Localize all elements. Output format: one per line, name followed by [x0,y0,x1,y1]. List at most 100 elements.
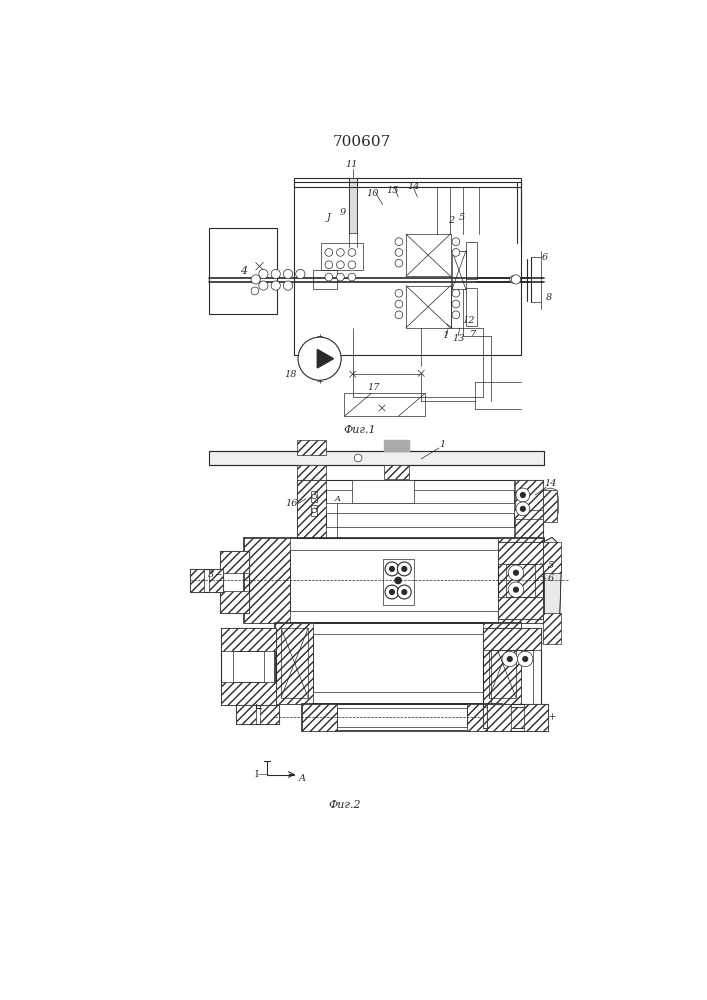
Bar [356,482,409,501]
Bar [296,465,326,480]
Text: A: A [335,495,341,503]
Text: 10: 10 [366,189,379,198]
Circle shape [296,269,305,279]
Bar [244,538,291,623]
Circle shape [513,587,519,593]
Bar [515,480,543,510]
Bar [259,705,279,724]
Bar [506,564,535,597]
Bar [337,708,467,727]
Circle shape [385,562,399,576]
Circle shape [337,249,344,256]
Bar [219,551,249,573]
Circle shape [518,651,533,667]
Text: 4: 4 [240,266,247,276]
Circle shape [348,273,356,281]
Circle shape [271,281,281,290]
Bar [296,440,326,455]
Circle shape [395,249,403,256]
Bar [483,628,541,728]
Bar [294,178,521,355]
Bar [498,542,543,619]
Bar [313,270,337,289]
Bar [483,628,541,650]
Bar [514,480,543,538]
Bar [349,178,356,233]
Text: I—: I— [255,770,268,779]
Bar [291,550,498,611]
Bar [311,505,317,516]
Bar [543,613,561,644]
Text: 7: 7 [469,330,476,339]
Bar [190,569,204,592]
Circle shape [508,565,524,580]
Bar [219,551,249,613]
Bar [498,542,543,564]
Circle shape [325,273,333,281]
Circle shape [502,651,518,667]
Circle shape [452,238,460,246]
Text: J: J [327,213,331,222]
Bar [221,682,276,705]
Bar [219,591,249,613]
Circle shape [385,585,399,599]
Text: 11: 11 [346,160,358,169]
Circle shape [395,577,402,584]
Circle shape [507,656,513,662]
Circle shape [284,281,293,290]
Bar [483,707,541,728]
Bar [296,480,543,538]
Text: 14: 14 [407,182,420,191]
Circle shape [397,585,411,599]
Polygon shape [317,349,334,368]
Bar [236,705,256,724]
Circle shape [452,311,460,319]
Bar [221,628,276,651]
Bar [281,628,308,698]
Text: A: A [298,774,305,783]
Text: 17: 17 [367,383,380,392]
Circle shape [395,289,403,297]
Bar [302,704,337,731]
Bar [302,704,502,731]
Circle shape [402,589,407,595]
Circle shape [511,275,520,284]
Circle shape [452,289,460,297]
Bar [498,538,544,623]
Bar [209,228,277,314]
Circle shape [397,562,411,576]
Bar [543,542,561,573]
Text: 15: 15 [387,186,399,195]
Bar [406,234,450,276]
Circle shape [513,570,519,576]
Bar [483,623,521,704]
Circle shape [510,276,518,283]
Bar [326,513,514,527]
Bar [313,634,483,692]
Circle shape [251,287,259,295]
Bar [190,569,223,592]
Circle shape [395,259,403,267]
Bar [209,569,223,592]
Circle shape [325,249,333,256]
Text: 5: 5 [459,213,465,222]
Text: 1: 1 [443,331,449,340]
Bar [543,490,557,522]
Bar [515,519,543,538]
Text: 14: 14 [544,479,557,488]
Circle shape [389,566,395,572]
Circle shape [348,261,356,269]
Bar [491,650,533,707]
Text: 5: 5 [547,561,554,570]
Bar [326,490,514,503]
Circle shape [395,311,403,319]
Text: Фиг.1: Фиг.1 [344,425,376,435]
Bar [466,288,477,326]
Circle shape [354,454,362,462]
Circle shape [312,508,317,513]
Bar [296,480,326,538]
Circle shape [452,300,460,308]
Text: 2: 2 [448,216,455,225]
Bar [524,704,549,731]
Circle shape [325,261,333,269]
